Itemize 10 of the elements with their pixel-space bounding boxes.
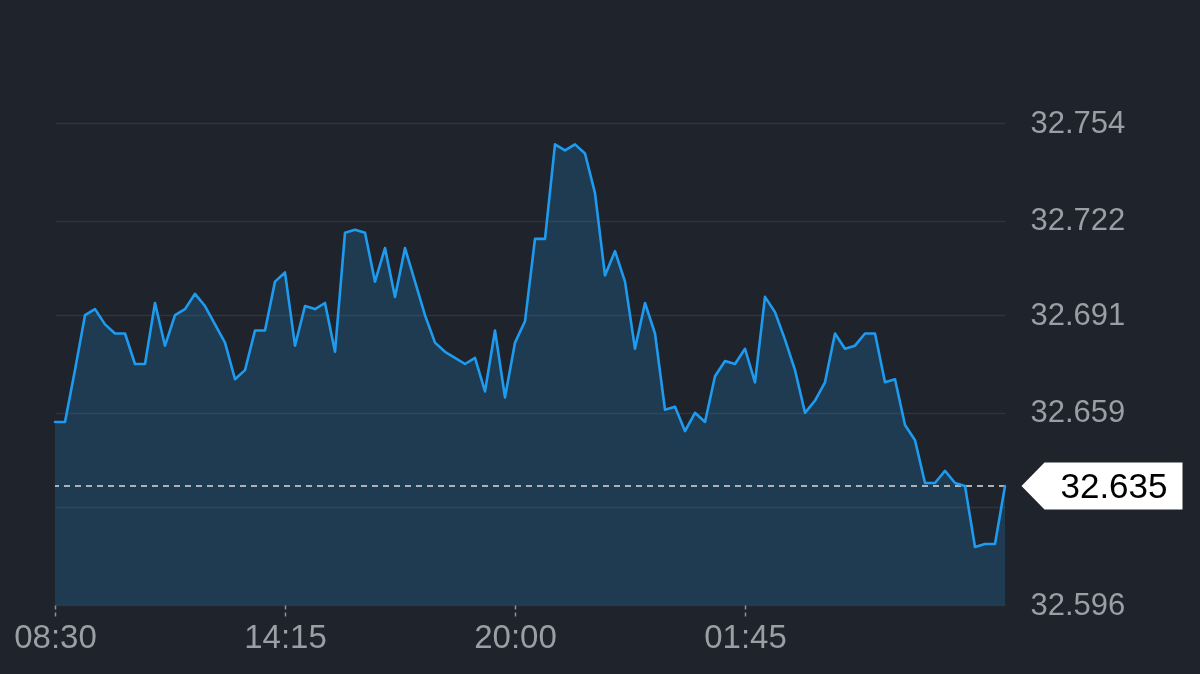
y-tick-label: 32.596 (1030, 586, 1126, 622)
x-tick-label: 20:00 (474, 617, 557, 655)
x-tick-label: 08:30 (14, 617, 97, 655)
x-tick-label: 14:15 (244, 617, 327, 655)
ref-line-label: 32.635 (1060, 466, 1168, 506)
y-tick-label: 32.722 (1030, 202, 1126, 238)
y-tick-label: 32.754 (1030, 104, 1126, 140)
x-tick-label: 01:45 (704, 617, 787, 655)
y-tick-label: 32.659 (1030, 394, 1126, 430)
y-tick-label: 32.691 (1030, 296, 1126, 332)
